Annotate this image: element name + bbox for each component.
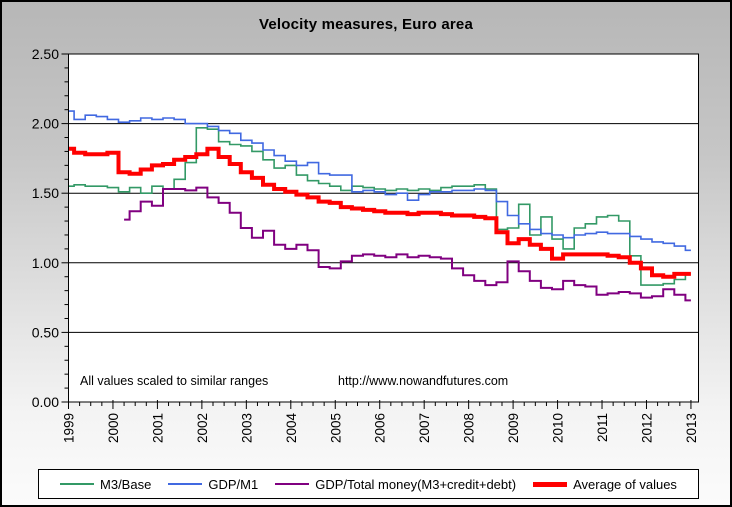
legend-label-gdp-total-money: GDP/Total money(M3+credit+debt) [315,476,517,492]
x-tick-label: 2004 [284,413,299,444]
chart-title: Velocity measures, Euro area [258,16,474,33]
legend-label-average: Average of values [573,476,677,492]
x-tick-label: 2007 [417,413,432,443]
legend-swatch-gdp-m1 [168,483,203,485]
x-tick-label: 2011 [595,413,610,442]
x-tick-label: 2000 [106,413,121,443]
x-tick-label: 2002 [195,413,210,443]
x-tick-label: 2013 [684,413,699,443]
y-tick-label: 0.50 [32,324,59,340]
chart-legend: M3/Base GDP/M1 GDP/Total money(M3+credit… [38,469,699,499]
y-tick-label: 0.00 [32,394,59,410]
annotation-scaled-note: All values scaled to similar ranges [80,374,269,388]
series-line-gdp-m1 [68,110,691,252]
y-tick-label: 2.50 [32,46,59,62]
plot-border [68,53,699,403]
x-tick-label: 2010 [551,413,566,443]
y-tick-label: 1.50 [32,185,59,201]
legend-item-gdp-m1: GDP/M1 [168,477,258,492]
y-tick-label: 2.00 [32,116,59,132]
legend-swatch-gdp-total-money [275,483,310,485]
y-tick-label: 1.00 [32,255,59,271]
legend-item-m3-base: M3/Base [60,477,151,492]
legend-swatch-average [533,481,568,487]
x-tick-label: 2003 [239,413,254,443]
annotation-website-url: http://www.nowandfutures.com [338,374,509,388]
x-tick-label: 2009 [506,413,521,443]
x-tick-label: 2005 [328,413,343,443]
legend-item-gdp-total-money: GDP/Total money(M3+credit+debt) [275,477,516,492]
series-line-m3-base [68,127,691,286]
legend-label-m3-base: M3/Base [100,476,152,492]
x-tick-label: 2012 [639,413,654,443]
series-line-gdp-total-money-m3-credit-debt- [124,186,691,302]
x-tick-label: 1999 [62,413,77,443]
x-tick-label: 2006 [373,413,388,443]
plot-background [68,54,699,402]
x-tick-label: 2001 [150,413,165,443]
legend-item-average: Average of values [533,477,677,492]
series-line-average-of-values [68,146,691,279]
legend-label-gdp-m1: GDP/M1 [208,476,259,492]
x-tick-label: 2008 [462,413,477,443]
legend-swatch-m3-base [60,483,95,485]
